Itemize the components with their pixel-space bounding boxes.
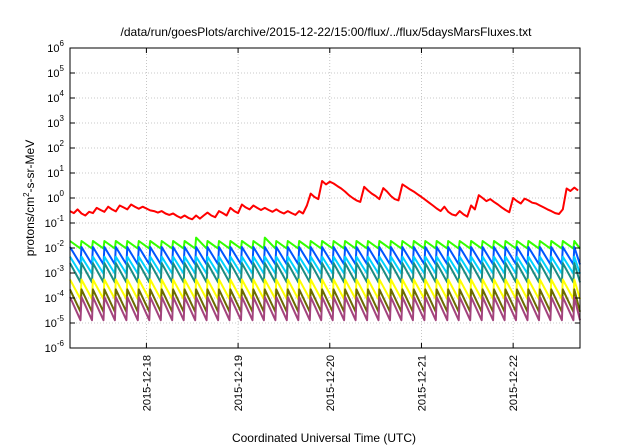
y-axis-label: protons/cm2-s-sr-MeV — [22, 140, 37, 256]
x-tick-label: 2015-12-22 — [508, 355, 520, 411]
x-tick-label: 2015-12-20 — [325, 355, 337, 411]
y-tick-label: 103 — [47, 114, 64, 130]
y-tick-label: 10-2 — [45, 239, 65, 255]
series-group — [69, 180, 581, 322]
x-tick-labels: 2015-12-18 2015-12-19 2015-12-20 2015-12-21… — [141, 355, 520, 411]
y-tick-label: 106 — [47, 39, 64, 55]
y-axis-label-pre: protons/cm — [23, 197, 37, 256]
y-tick-label: 102 — [47, 139, 64, 155]
y-tick-label: 101 — [47, 164, 64, 180]
y-tick-label: 104 — [47, 89, 64, 105]
series-line-5 — [69, 262, 581, 284]
series-line-8 — [69, 296, 581, 322]
plot-frame — [69, 47, 581, 349]
series-line-7 — [69, 288, 581, 313]
y-tick-label: 100 — [47, 189, 64, 205]
y-tick-label: 105 — [47, 64, 64, 80]
series-line-3 — [69, 246, 581, 266]
y-axis-label-post: -s-sr-MeV — [23, 140, 37, 193]
series-line-2 — [69, 236, 581, 250]
x-tick-label: 2015-12-19 — [233, 355, 245, 411]
x-tick-label: 2015-12-18 — [141, 355, 153, 411]
chart-title: /data/run/goesPlots/archive/2015-12-22/1… — [121, 25, 533, 39]
y-tick-label: 10-3 — [45, 264, 65, 280]
y-tick-label: 10-4 — [45, 289, 65, 305]
y-tick-label: 10-5 — [45, 314, 65, 330]
y-axis-label-sup: 2 — [22, 192, 31, 197]
x-axis-label: Coordinated Universal Time (UTC) — [232, 431, 416, 445]
x-tick-label: 2015-12-21 — [416, 355, 428, 411]
y-tick-labels: 10-6 10-5 10-4 10-3 10-2 10-1 100 101 102 103 104 1… — [45, 39, 65, 355]
y-tick-label: 10-6 — [45, 339, 65, 355]
series-line-4 — [69, 255, 581, 275]
series-line-6 — [69, 278, 581, 301]
ticks — [70, 47, 580, 349]
y-tick-label: 10-1 — [45, 214, 65, 230]
series-line-1 — [69, 180, 579, 221]
